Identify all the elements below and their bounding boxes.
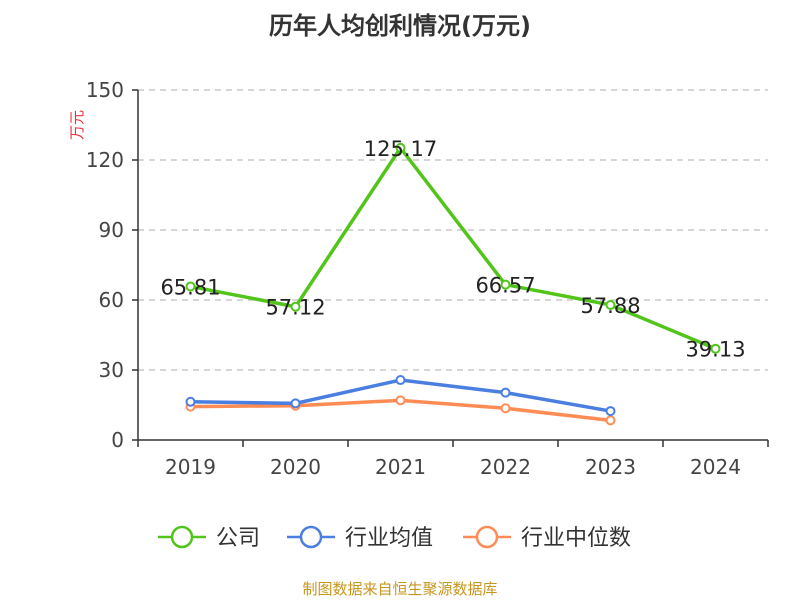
legend-label: 行业均值 bbox=[345, 526, 433, 551]
series-line-公司 bbox=[190, 146, 717, 351]
legend-marker bbox=[170, 525, 194, 549]
data-point bbox=[605, 406, 616, 417]
legend-label: 行业中位数 bbox=[521, 526, 631, 551]
data-point bbox=[710, 343, 721, 354]
x-tick-label: 2024 bbox=[690, 455, 741, 479]
y-tick-label: 120 bbox=[86, 148, 124, 172]
data-label: 66.57 bbox=[475, 274, 535, 298]
legend-marker bbox=[299, 525, 323, 549]
data-label: 39.13 bbox=[685, 338, 745, 362]
y-axis-label: 万元 bbox=[68, 110, 86, 140]
y-tick-label: 90 bbox=[99, 218, 124, 242]
y-tick-label: 150 bbox=[86, 78, 124, 102]
data-point bbox=[290, 398, 301, 409]
x-tick-label: 2020 bbox=[270, 455, 321, 479]
source-note: 制图数据来自恒生聚源数据库 bbox=[302, 580, 498, 598]
data-point bbox=[185, 281, 196, 292]
data-point bbox=[500, 387, 511, 398]
data-point bbox=[605, 415, 616, 426]
data-label: 57.88 bbox=[580, 294, 640, 318]
y-tick-label: 30 bbox=[99, 358, 124, 382]
data-point bbox=[185, 396, 196, 407]
legend-marker bbox=[475, 525, 499, 549]
x-tick-label: 2022 bbox=[480, 455, 531, 479]
x-tick-label: 2019 bbox=[165, 455, 216, 479]
data-label: 57.12 bbox=[265, 296, 325, 320]
data-point bbox=[395, 375, 406, 386]
y-tick-label: 0 bbox=[111, 428, 124, 452]
legend-label: 公司 bbox=[216, 526, 260, 551]
y-tick-label: 60 bbox=[99, 288, 124, 312]
data-point bbox=[500, 279, 511, 290]
x-tick-label: 2021 bbox=[375, 455, 426, 479]
chart-title: 历年人均创利情况(万元) bbox=[269, 12, 531, 40]
data-point bbox=[395, 395, 406, 406]
data-point bbox=[395, 142, 406, 153]
data-point bbox=[290, 301, 301, 312]
data-point bbox=[500, 403, 511, 414]
data-label: 125.17 bbox=[364, 137, 437, 161]
data-point bbox=[605, 299, 616, 310]
x-tick-label: 2023 bbox=[585, 455, 636, 479]
data-label: 65.81 bbox=[160, 275, 220, 299]
